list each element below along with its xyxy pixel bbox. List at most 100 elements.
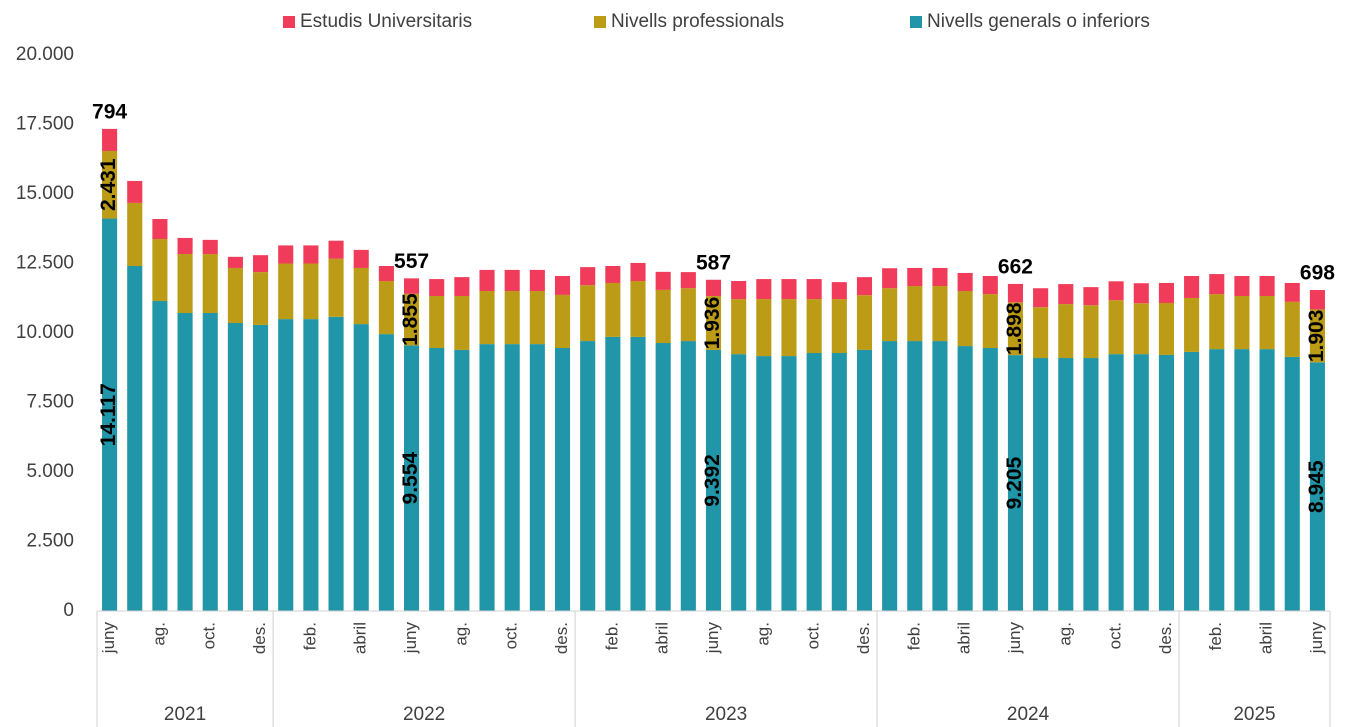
x-tick-label: feb. xyxy=(300,622,319,650)
bar-segment xyxy=(202,312,218,611)
bar-segment xyxy=(1259,296,1275,350)
bar-segment xyxy=(1309,309,1325,363)
bar-segment xyxy=(781,356,797,611)
x-tick-label: ag. xyxy=(451,622,470,646)
legend-label: Estudis Universitaris xyxy=(300,11,472,32)
bar-segment xyxy=(479,269,495,292)
x-tick-label: oct. xyxy=(502,622,521,649)
bar-segment xyxy=(278,245,294,264)
bar-segment xyxy=(907,267,923,287)
bar-segment xyxy=(1234,296,1250,350)
bar-segment xyxy=(1133,283,1149,304)
bar-segment xyxy=(227,322,243,611)
legend-swatch xyxy=(910,16,922,28)
bar-segment xyxy=(504,344,520,611)
bar-segment xyxy=(353,249,369,268)
bar-segment xyxy=(504,291,520,345)
bar-segment xyxy=(177,237,193,255)
bar-segment xyxy=(907,341,923,611)
bar-segment xyxy=(554,294,571,349)
value-label: 9.205 xyxy=(1003,456,1026,509)
y-tick-label: 7.500 xyxy=(26,392,74,413)
bar-segment xyxy=(177,254,193,313)
bar-segment xyxy=(253,272,269,325)
bar-segment xyxy=(831,353,847,611)
bar-segment xyxy=(781,299,797,357)
bar-segment xyxy=(429,348,445,611)
bar-segment xyxy=(1058,284,1074,305)
bar-segment xyxy=(177,312,193,611)
bar-segment xyxy=(680,341,696,611)
bar-segment xyxy=(1184,351,1200,611)
bar-segment xyxy=(957,272,973,292)
bar-segment xyxy=(655,343,671,611)
bar-segment xyxy=(1058,304,1074,359)
bar-segment xyxy=(328,316,344,611)
legend-label: Nivells professionals xyxy=(611,11,784,32)
bar-segment xyxy=(756,279,772,300)
value-label: 557 xyxy=(394,250,429,273)
x-tick-label: abril xyxy=(653,622,672,654)
x-tick-label: oct. xyxy=(804,622,823,649)
legend-label: Nivells generals o inferiors xyxy=(927,11,1150,32)
bar-segment xyxy=(1259,349,1275,611)
bar-segment xyxy=(756,356,772,611)
bar-segment xyxy=(731,354,747,611)
bar-segment xyxy=(479,291,495,345)
x-group-label: 2022 xyxy=(403,704,445,725)
x-tick-label: oct. xyxy=(200,622,219,649)
x-tick-label: ag. xyxy=(149,622,168,646)
bar-segment xyxy=(1184,276,1200,298)
bar-segment xyxy=(705,349,722,611)
bar-segment xyxy=(454,277,470,297)
bar-segment xyxy=(378,266,394,282)
x-tick-label: juny xyxy=(1005,622,1024,655)
bar-segment xyxy=(554,276,571,295)
bar-segment xyxy=(1108,354,1124,611)
bar-segment xyxy=(630,281,646,337)
bar-segment xyxy=(856,277,873,296)
y-tick-label: 0 xyxy=(63,600,74,621)
bar-segment xyxy=(705,296,722,350)
bar-segment xyxy=(403,345,420,611)
bar-segment xyxy=(882,288,898,342)
bar-segment xyxy=(353,267,369,325)
bar-segment xyxy=(378,281,394,335)
x-tick-label: des. xyxy=(1156,622,1175,654)
bar-segment xyxy=(731,299,747,355)
bar-segment xyxy=(705,279,722,297)
bar-segment xyxy=(253,255,269,273)
bar-segment xyxy=(856,295,873,350)
bar-segment xyxy=(353,324,369,611)
bar-segment xyxy=(127,180,143,203)
x-tick-label: feb. xyxy=(1206,622,1225,650)
bar-segment xyxy=(806,353,822,611)
bar-segment xyxy=(831,299,847,354)
bar-segment xyxy=(403,278,420,294)
value-label: 1.855 xyxy=(399,293,422,346)
x-tick-label: feb. xyxy=(904,622,923,650)
x-tick-label: ag. xyxy=(753,622,772,646)
bar-segment xyxy=(1058,358,1074,611)
bar-segment xyxy=(102,150,118,219)
bar-segment xyxy=(529,269,545,292)
bar-segment xyxy=(1083,305,1099,359)
bar-segment xyxy=(982,276,998,295)
x-group-label: 2024 xyxy=(1007,704,1050,725)
bar-segment xyxy=(655,271,671,290)
bar-segment xyxy=(1158,282,1174,303)
x-tick-label: abril xyxy=(955,622,974,654)
value-label: 14.117 xyxy=(97,383,120,446)
legend-swatch xyxy=(283,16,295,28)
bar-segment xyxy=(303,319,319,611)
bar-segment xyxy=(504,269,520,292)
bar-segment xyxy=(1083,358,1099,611)
x-tick-label: feb. xyxy=(602,622,621,650)
bar-segment xyxy=(253,324,269,611)
value-label: 794 xyxy=(92,100,127,123)
bar-segment xyxy=(429,279,445,297)
value-label: 9.392 xyxy=(701,454,724,507)
bar-segment xyxy=(781,279,797,300)
bar-segment xyxy=(1007,302,1024,356)
x-tick-label: juny xyxy=(703,622,722,655)
